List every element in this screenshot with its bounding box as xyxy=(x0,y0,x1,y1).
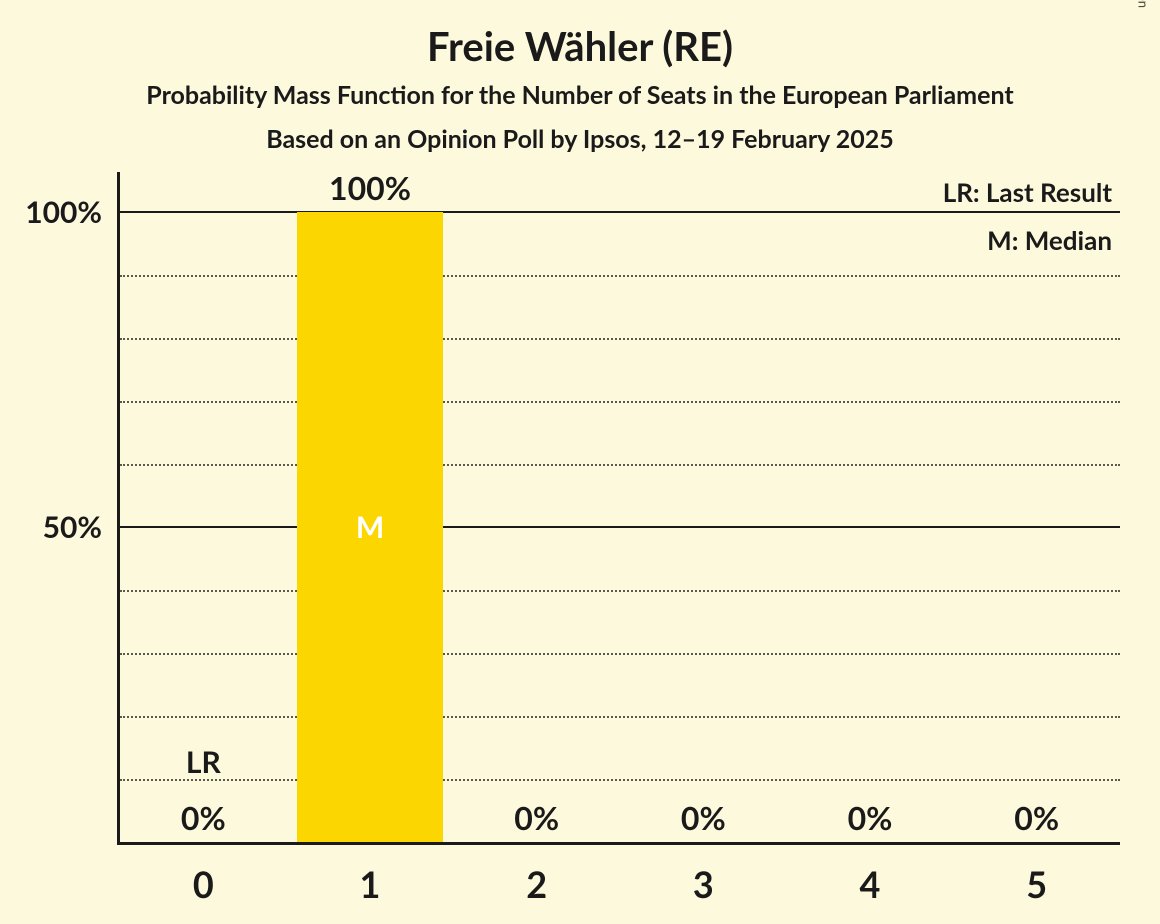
bar-value-label: 100% xyxy=(329,168,411,207)
bar-value-label: 0% xyxy=(681,798,726,837)
chart-subtitle-1: Probability Mass Function for the Number… xyxy=(0,80,1160,110)
x-axis xyxy=(117,842,1120,845)
y-tick-label: 50% xyxy=(43,509,102,545)
x-tick-label: 1 xyxy=(360,862,381,906)
x-tick-label: 5 xyxy=(1026,862,1047,906)
bar-value-label: 0% xyxy=(181,798,226,837)
x-tick-label: 3 xyxy=(693,862,714,906)
median-marker: M xyxy=(356,509,384,545)
grid-minor xyxy=(120,716,1120,718)
x-tick-label: 0 xyxy=(193,862,214,906)
legend-last-result: LR: Last Result xyxy=(943,176,1112,208)
x-tick-label: 4 xyxy=(860,862,881,906)
plot-area xyxy=(120,212,1120,842)
grid-major xyxy=(120,211,1120,213)
y-tick-label: 100% xyxy=(25,194,102,230)
legend-median: M: Median xyxy=(987,224,1112,256)
bar-value-label: 0% xyxy=(848,798,893,837)
y-axis xyxy=(117,172,120,845)
last-result-marker: LR xyxy=(186,744,221,780)
grid-minor xyxy=(120,464,1120,466)
bar-value-label: 0% xyxy=(514,798,559,837)
grid-minor xyxy=(120,779,1120,781)
grid-major xyxy=(120,526,1120,528)
grid-minor xyxy=(120,401,1120,403)
chart-container: Freie Wähler (RE) Probability Mass Funct… xyxy=(0,0,1160,924)
bar-value-label: 0% xyxy=(1014,798,1059,837)
credit-text: © 2025 Filip van Laenen xyxy=(1136,0,1152,8)
x-tick-label: 2 xyxy=(526,862,547,906)
grid-minor xyxy=(120,653,1120,655)
grid-minor xyxy=(120,338,1120,340)
chart-title: Freie Wähler (RE) xyxy=(0,22,1160,70)
grid-minor xyxy=(120,275,1120,277)
chart-subtitle-2: Based on an Opinion Poll by Ipsos, 12–19… xyxy=(0,124,1160,154)
grid-minor xyxy=(120,590,1120,592)
